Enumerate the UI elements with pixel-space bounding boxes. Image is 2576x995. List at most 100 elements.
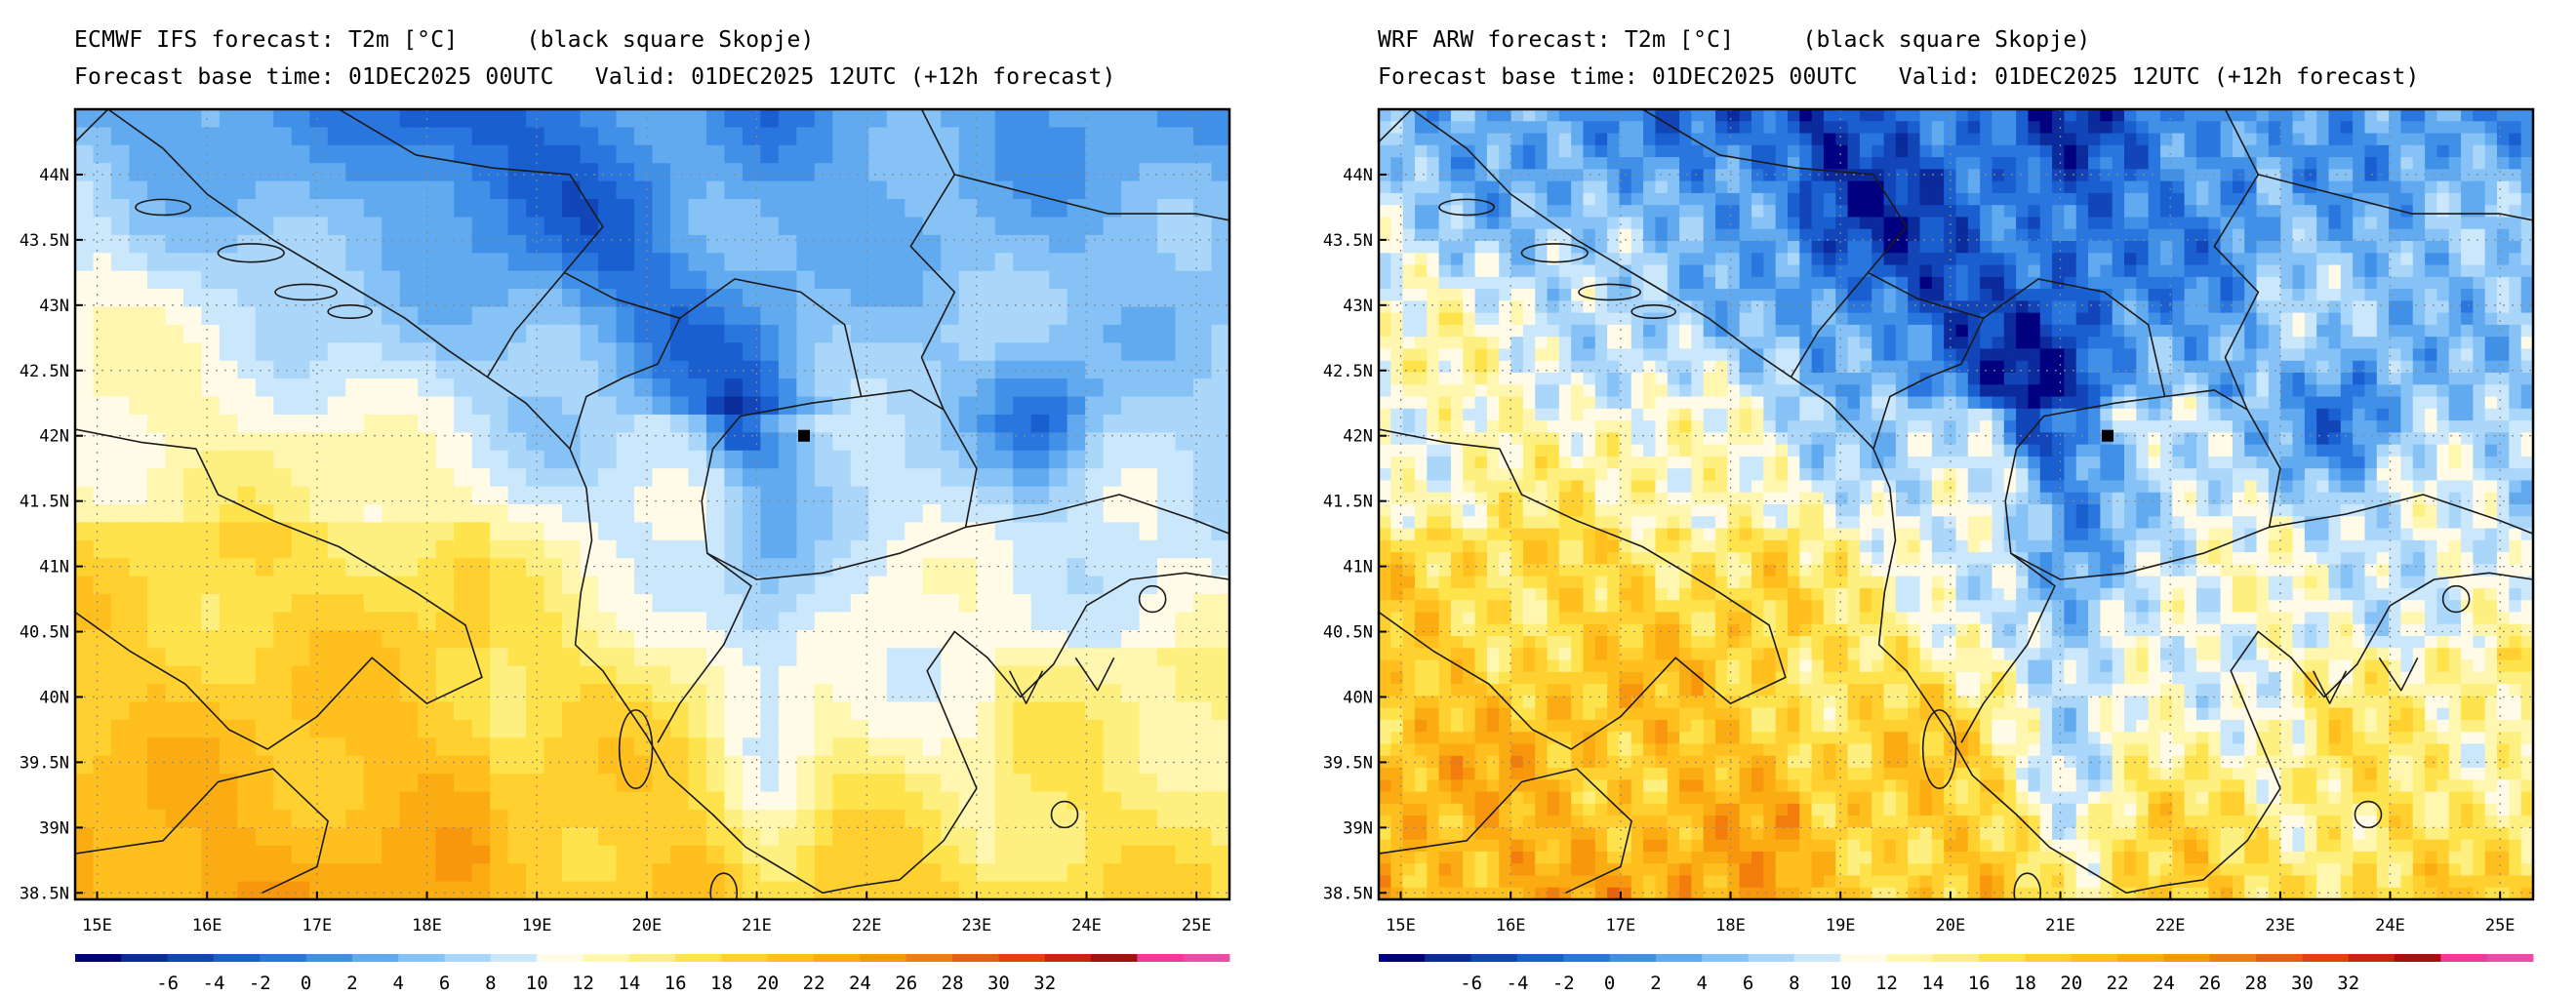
- temperature-cell: [1463, 659, 1476, 673]
- temperature-cell: [724, 774, 744, 793]
- temperature-cell: [1727, 144, 1741, 158]
- temperature-cell: [507, 522, 527, 541]
- temperature-cell: [1175, 648, 1194, 667]
- temperature-cell: [994, 576, 1014, 595]
- temperature-cell: [1463, 732, 1476, 745]
- temperature-cell: [868, 522, 888, 541]
- temperature-cell: [454, 253, 473, 272]
- temperature-cell: [382, 594, 401, 614]
- temperature-cell: [1157, 217, 1177, 236]
- temperature-cell: [688, 360, 707, 379]
- temperature-cell: [1535, 755, 1549, 769]
- temperature-cell: [507, 450, 527, 469]
- temperature-cell: [165, 845, 184, 864]
- temperature-cell: [1499, 480, 1512, 494]
- temperature-cell: [1049, 324, 1068, 343]
- temperature-cell: [742, 612, 761, 631]
- temperature-cell: [291, 684, 310, 703]
- temperature-cell: [1157, 360, 1177, 379]
- temperature-cell: [1414, 539, 1428, 553]
- temperature-cell: [543, 109, 563, 129]
- temperature-cell: [1607, 564, 1621, 577]
- temperature-cell: [1703, 516, 1716, 530]
- temperature-cell: [1667, 887, 1680, 899]
- temperature-cell: [977, 504, 996, 524]
- temperature-cell: [1379, 456, 1391, 469]
- temperature-cell: [1655, 887, 1669, 899]
- temperature-cell: [1630, 779, 1644, 793]
- temperature-cell: [634, 558, 654, 577]
- temperature-cell: [345, 594, 365, 614]
- temperature-cell: [688, 396, 707, 416]
- temperature-cell: [886, 881, 906, 899]
- temperature-cell: [1703, 803, 1716, 816]
- temperature-cell: [1571, 157, 1585, 170]
- temperature-cell: [1013, 809, 1032, 828]
- temperature-cell: [1013, 576, 1032, 595]
- temperature-cell: [1510, 863, 1524, 877]
- temperature-cell: [1049, 109, 1068, 129]
- temperature-cell: [1139, 450, 1158, 469]
- temperature-cell: [1427, 144, 1440, 158]
- temperature-cell: [129, 486, 148, 505]
- temperature-cell: [1030, 684, 1050, 703]
- temperature-cell: [1499, 839, 1512, 853]
- temperature-cell: [1727, 516, 1741, 530]
- temperature-cell: [526, 539, 545, 559]
- temperature-cell: [1643, 337, 1657, 350]
- temperature-cell: [796, 163, 816, 182]
- temperature-cell: [201, 558, 221, 577]
- temperature-cell: [742, 414, 761, 433]
- temperature-cell: [688, 253, 707, 272]
- temperature-cell: [580, 432, 599, 452]
- temperature-cell: [309, 612, 329, 631]
- temperature-cell: [327, 504, 346, 524]
- temperature-cell: [1139, 701, 1158, 721]
- temperature-cell: [1630, 420, 1644, 433]
- temperature-cell: [1547, 684, 1560, 696]
- temperature-cell: [886, 863, 906, 883]
- temperature-cell: [688, 774, 707, 793]
- temperature-cell: [1474, 851, 1488, 864]
- temperature-cell: [598, 863, 618, 883]
- temperature-cell: [814, 827, 833, 847]
- temperature-cell: [1667, 707, 1680, 721]
- temperature-cell: [507, 594, 527, 614]
- temperature-cell: [977, 737, 996, 757]
- temperature-cell: [543, 396, 563, 416]
- temperature-cell: [1121, 396, 1141, 416]
- temperature-cell: [1085, 791, 1105, 811]
- island: [1138, 584, 1167, 614]
- temperature-cell: [1727, 839, 1741, 853]
- temperature-cell: [1085, 612, 1105, 631]
- temperature-cell: [1402, 312, 1416, 326]
- temperature-cell: [1030, 414, 1050, 433]
- temperature-cell: [1175, 432, 1194, 452]
- temperature-cell: [1390, 659, 1404, 673]
- temperature-cell: [129, 684, 148, 703]
- temperature-cell: [1474, 587, 1488, 601]
- temperature-cell: [742, 144, 761, 164]
- temperature-cell: [652, 665, 671, 685]
- temperature-cell: [1703, 276, 1716, 290]
- temperature-cell: [1013, 755, 1032, 775]
- temperature-cell: [994, 665, 1014, 685]
- temperature-cell: [1571, 827, 1585, 841]
- temperature-cell: [273, 665, 293, 685]
- temperature-cell: [1402, 648, 1416, 661]
- temperature-cell: [922, 791, 942, 811]
- temperature-cell: [255, 468, 274, 488]
- temperature-cell: [1474, 241, 1488, 254]
- temperature-cell: [1571, 612, 1585, 625]
- temperature-cell: [309, 558, 329, 577]
- temperature-cell: [1499, 456, 1512, 469]
- temperature-cell: [1655, 241, 1669, 254]
- temperature-cell: [994, 217, 1014, 236]
- temperature-cell: [1727, 444, 1741, 458]
- temperature-cell: [1390, 420, 1404, 433]
- temperature-cell: [327, 234, 346, 254]
- temperature-cell: [1558, 612, 1572, 625]
- temperature-cell: [1510, 157, 1524, 170]
- temperature-cell: [796, 737, 816, 757]
- temperature-cell: [182, 737, 202, 757]
